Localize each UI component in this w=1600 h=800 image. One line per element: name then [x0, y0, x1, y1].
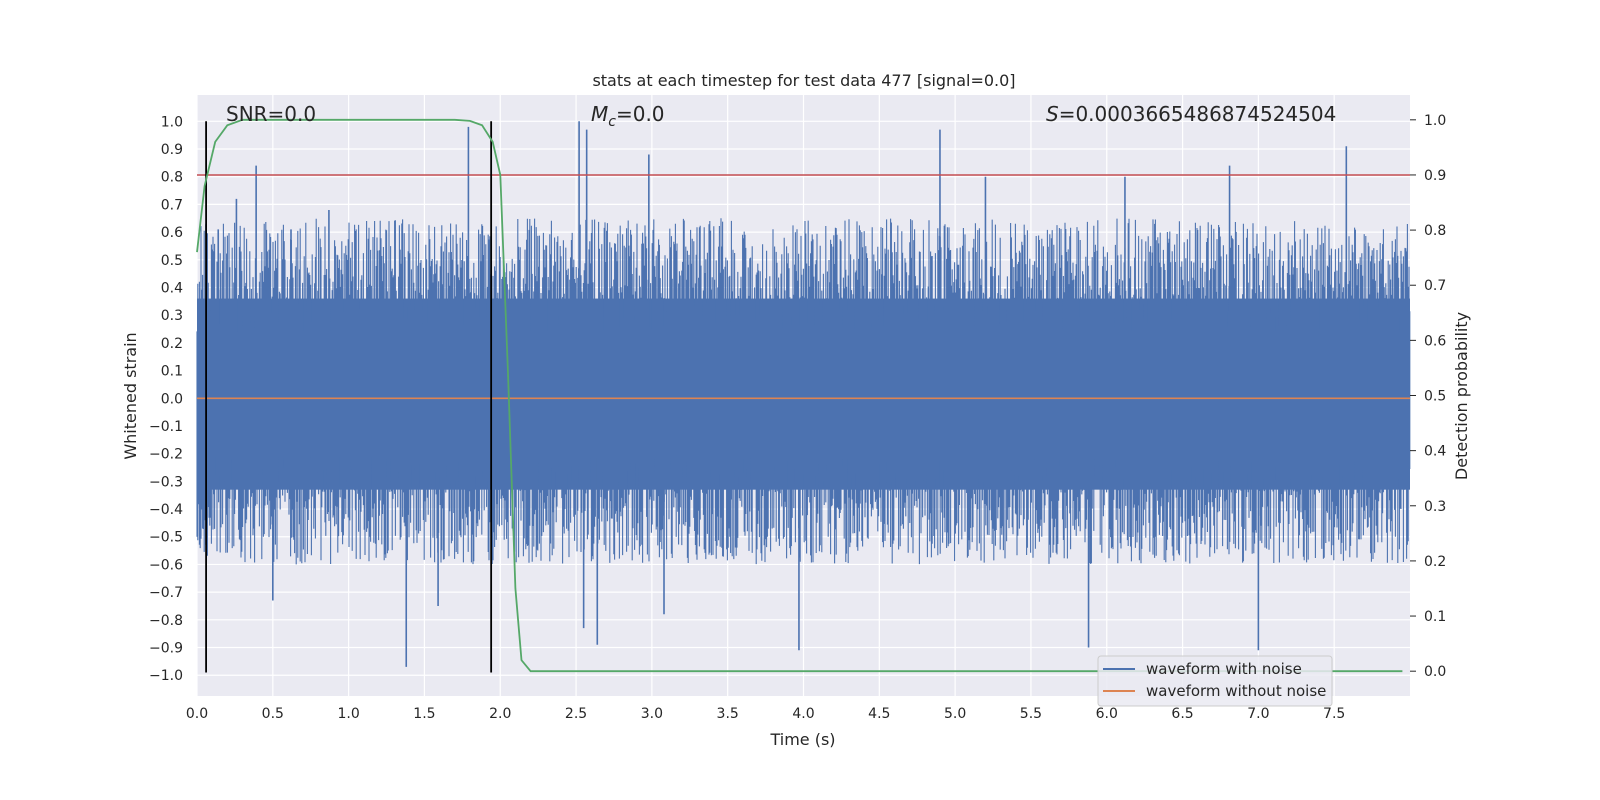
- x-tick-label: 0.0: [186, 706, 208, 722]
- y2-tick-label: 0.1: [1424, 609, 1446, 625]
- y-tick-label: −0.1: [149, 419, 183, 435]
- y-tick-label: −0.4: [149, 502, 183, 518]
- legend-label-noise: waveform with noise: [1146, 660, 1302, 678]
- x-tick-label: 1.5: [413, 706, 435, 722]
- y-tick-label: −1.0: [149, 668, 183, 684]
- y-tick-label: 0.6: [161, 225, 183, 241]
- y-axis-ticks: 1.0 0.9 0.8 0.7 0.6 0.5 0.4 0.3 0.2 0.1 0.0 −0.1 −0.…: [149, 114, 183, 684]
- x-tick-label: 2.5: [565, 706, 587, 722]
- y-axis-label: Whitened strain: [121, 332, 140, 459]
- x-tick-label: 1.0: [337, 706, 359, 722]
- y2-tick-label: 0.4: [1424, 444, 1446, 460]
- x-tick-label: 5.5: [1020, 706, 1042, 722]
- y-tick-label: −0.2: [149, 447, 183, 463]
- x-tick-label: 3.5: [717, 706, 739, 722]
- x-tick-label: 6.0: [1096, 706, 1118, 722]
- y2-tick-label: 0.6: [1424, 333, 1446, 349]
- y2-tick-label: 0.0: [1424, 664, 1446, 680]
- x-axis-label: Time (s): [769, 730, 835, 749]
- y2-axis-ticks: 0.0 0.1 0.2 0.3 0.4 0.5 0.6 0.7 0.8 0.9 1.0: [1410, 113, 1446, 680]
- y-tick-label: 0.0: [161, 391, 183, 407]
- y-tick-label: 0.8: [161, 170, 183, 186]
- detection-probability-line: [196, 118, 1403, 673]
- y2-axis-label: Detection probability: [1452, 312, 1471, 480]
- s-statistic-value: =0.0003665486874524504: [1059, 102, 1337, 126]
- y2-tick-label: 0.9: [1424, 168, 1446, 184]
- y2-tick-label: 0.2: [1424, 554, 1446, 570]
- y-tick-label: 0.3: [161, 308, 183, 324]
- legend: waveform with noise waveform without noi…: [1097, 655, 1333, 707]
- overlay-lines: [196, 118, 1410, 673]
- y-tick-label: −0.7: [149, 585, 183, 601]
- y-tick-label: −0.6: [149, 557, 183, 573]
- y2-tick-label: 1.0: [1424, 113, 1446, 129]
- x-tick-label: 4.5: [868, 706, 890, 722]
- x-tick-label: 2.0: [489, 706, 511, 722]
- y-tick-label: 0.7: [161, 197, 183, 213]
- waveform-noise-trace: [196, 218, 1411, 565]
- chirp-mass-annotation: Mc=0.0: [591, 102, 665, 130]
- y-tick-label: −0.8: [149, 613, 183, 629]
- y2-tick-label: 0.3: [1424, 499, 1446, 515]
- legend-label-clean: waveform without noise: [1146, 682, 1326, 700]
- y-tick-label: −0.3: [149, 474, 183, 490]
- x-tick-label: 6.5: [1171, 706, 1193, 722]
- chirp-mass-subscript: c: [608, 114, 616, 130]
- y2-tick-label: 0.7: [1424, 278, 1446, 294]
- y2-tick-label: 0.8: [1424, 223, 1446, 239]
- x-tick-label: 5.0: [944, 706, 966, 722]
- x-tick-label: 7.0: [1247, 706, 1269, 722]
- y-tick-label: 0.5: [161, 253, 183, 269]
- legend-box: [1097, 655, 1333, 707]
- y-tick-label: −0.9: [149, 641, 183, 657]
- x-axis-ticks: 0.0 0.5 1.0 1.5 2.0 2.5 3.0 3.5 4.0 4.5 5.0 5.5 6.0 6…: [186, 706, 1345, 722]
- x-tick-label: 7.5: [1323, 706, 1345, 722]
- y-tick-label: 1.0: [161, 114, 183, 130]
- y-tick-label: 0.4: [161, 280, 183, 296]
- chirp-mass-value: =0.0: [616, 102, 665, 126]
- waveform-with-noise-series: [196, 121, 1411, 667]
- chart-title: stats at each timestep for test data 477…: [592, 71, 1015, 90]
- snr-annotation: SNR=0.0: [226, 102, 316, 126]
- x-tick-label: 0.5: [262, 706, 284, 722]
- x-tick-label: 3.0: [641, 706, 663, 722]
- s-statistic-symbol: S: [1046, 102, 1059, 126]
- chirp-mass-symbol: M: [591, 102, 608, 126]
- s-statistic-annotation: S=0.0003665486874524504: [1046, 102, 1336, 126]
- y2-tick-label: 0.5: [1424, 389, 1446, 405]
- x-tick-label: 4.0: [792, 706, 814, 722]
- y-tick-label: 0.1: [161, 364, 183, 380]
- y-tick-label: 0.9: [161, 142, 183, 158]
- y-tick-label: −0.5: [149, 530, 183, 546]
- y-tick-label: 0.2: [161, 336, 183, 352]
